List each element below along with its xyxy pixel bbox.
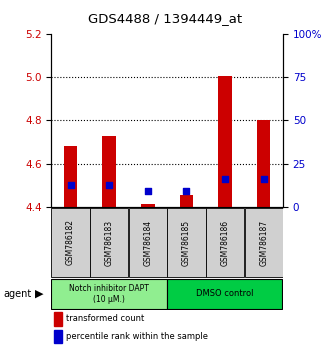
Bar (103, 136, 116, 207)
Bar (141, 204, 155, 207)
Text: Notch inhibitor DAPT
(10 μM.): Notch inhibitor DAPT (10 μM.) (69, 284, 149, 303)
FancyBboxPatch shape (167, 279, 282, 309)
Text: GDS4488 / 1394449_at: GDS4488 / 1394449_at (88, 12, 243, 25)
Bar (54, 312, 62, 326)
FancyBboxPatch shape (167, 208, 206, 277)
Text: transformed count: transformed count (66, 314, 145, 324)
Point (184, 189, 189, 194)
Point (68, 182, 73, 187)
FancyBboxPatch shape (90, 208, 128, 277)
Text: DMSO control: DMSO control (196, 289, 254, 298)
Text: GSM786186: GSM786186 (220, 219, 230, 266)
Text: GSM786184: GSM786184 (143, 219, 152, 266)
FancyBboxPatch shape (129, 208, 167, 277)
Point (261, 177, 266, 182)
Text: percentile rank within the sample: percentile rank within the sample (66, 332, 209, 341)
Bar (64, 147, 77, 207)
FancyBboxPatch shape (52, 279, 167, 309)
Text: GSM786185: GSM786185 (182, 219, 191, 266)
Text: ▶: ▶ (35, 289, 43, 299)
FancyBboxPatch shape (245, 208, 283, 277)
Bar (54, 330, 62, 343)
FancyBboxPatch shape (52, 208, 90, 277)
Text: GSM786187: GSM786187 (259, 219, 268, 266)
Bar (180, 195, 193, 207)
Bar (257, 120, 270, 207)
Point (145, 189, 151, 194)
Text: agent: agent (3, 289, 31, 299)
Text: GSM786182: GSM786182 (66, 219, 75, 266)
Text: GSM786183: GSM786183 (105, 219, 114, 266)
Point (222, 177, 228, 182)
Point (107, 182, 112, 187)
Bar (218, 76, 232, 207)
FancyBboxPatch shape (206, 208, 244, 277)
